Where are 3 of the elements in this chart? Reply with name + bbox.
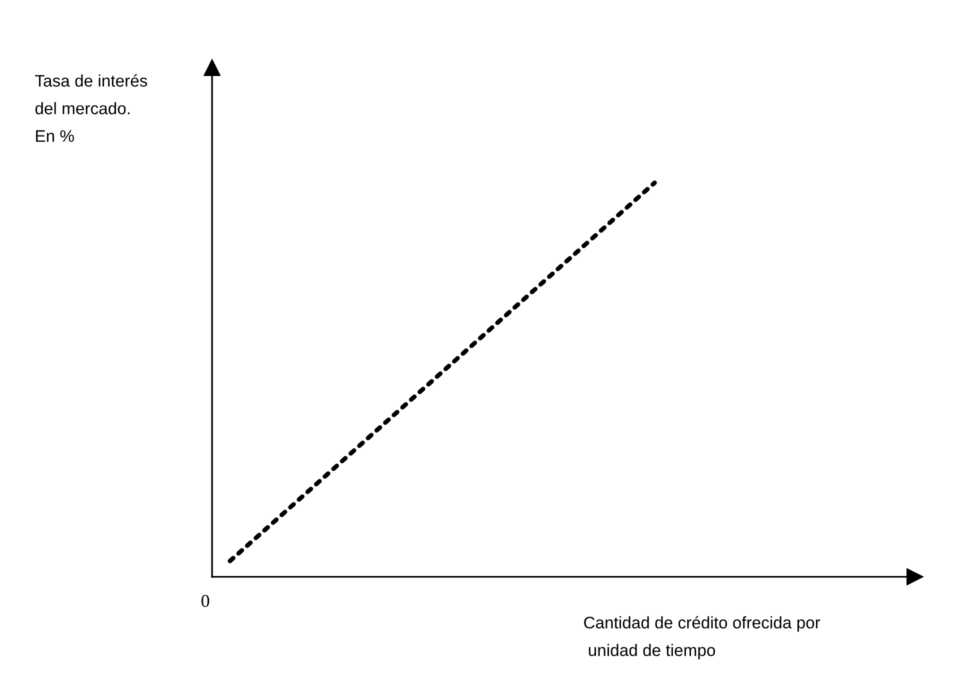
y-axis-title: Tasa de interés del mercado. En % <box>35 74 148 142</box>
x-axis-title: Cantidad de crédito ofrecida por unidad de tiempo <box>584 616 820 660</box>
text: 0 <box>202 594 210 608</box>
